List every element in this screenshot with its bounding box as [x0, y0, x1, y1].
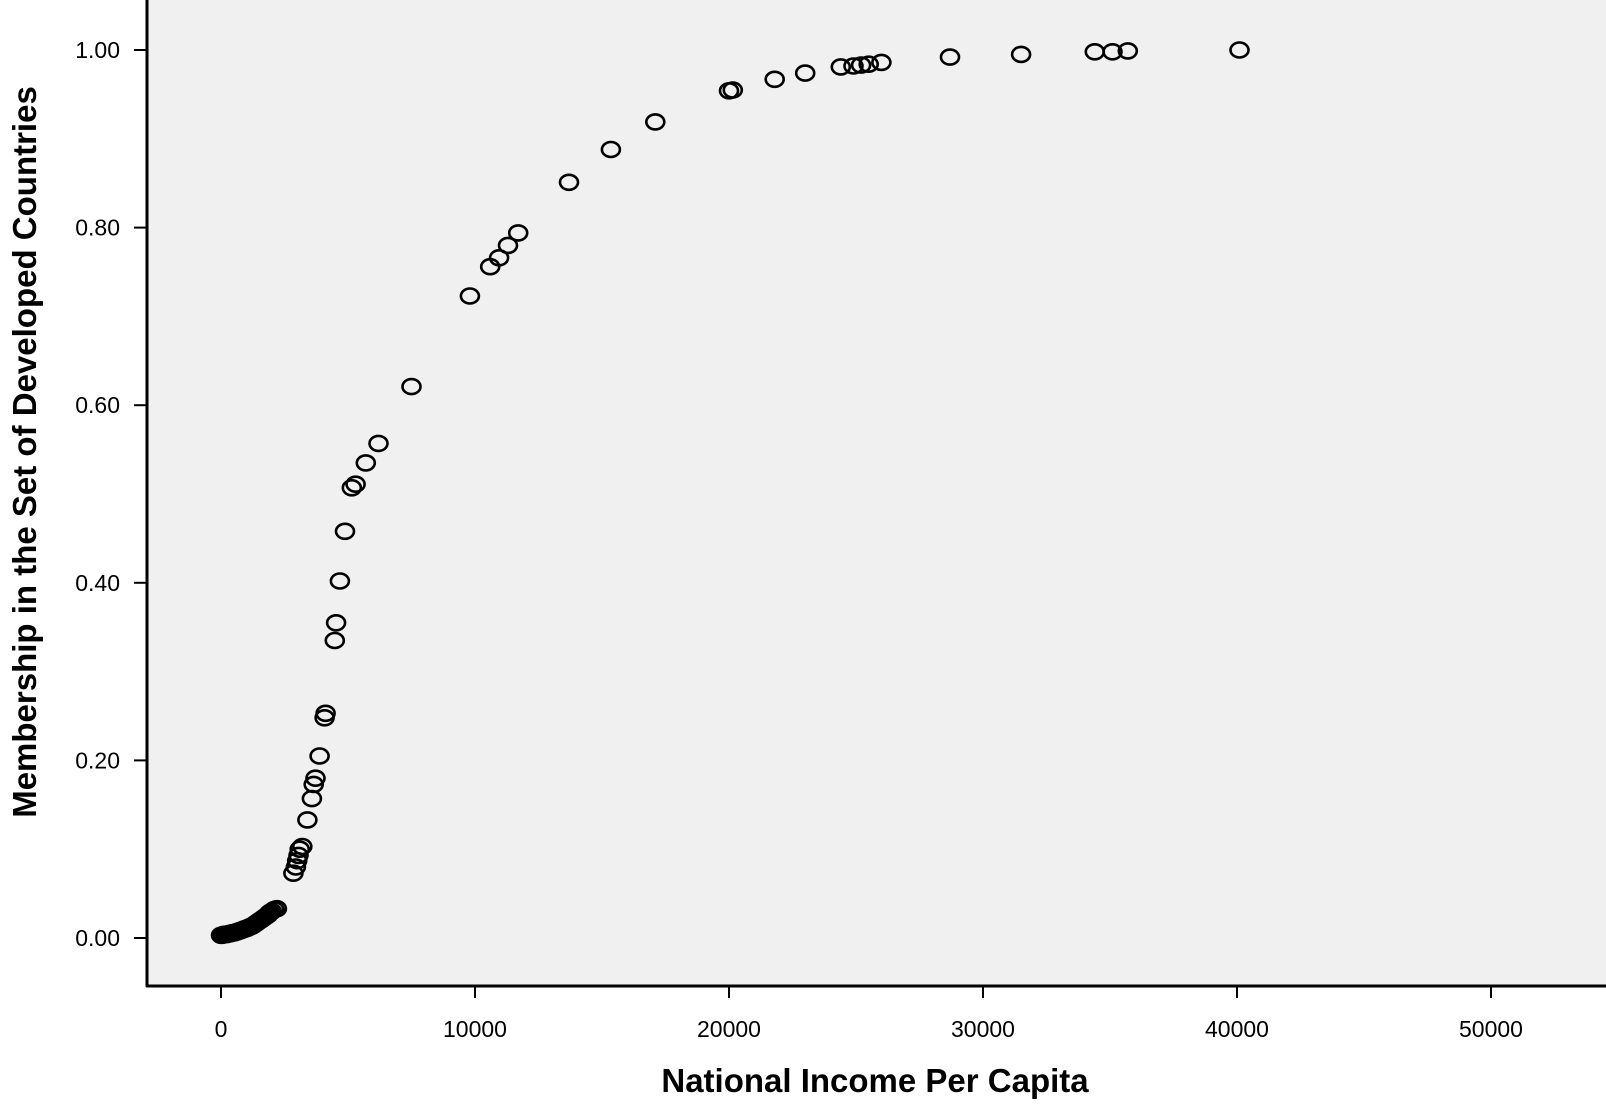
x-axis-title: National Income Per Capita	[661, 1062, 1089, 1099]
data-point	[497, 236, 519, 255]
y-tick-label: 1.00	[75, 37, 120, 63]
data-point	[289, 840, 311, 859]
data-point	[334, 522, 356, 541]
x-tick-label: 20000	[697, 1016, 761, 1042]
data-point	[764, 70, 786, 89]
data-point	[843, 57, 864, 75]
data-point	[939, 48, 961, 66]
data-point	[722, 81, 744, 99]
data-point	[345, 475, 366, 494]
data-point	[1229, 41, 1250, 59]
data-point	[285, 858, 307, 876]
y-axis-title: Membership in the Set of Developed Count…	[6, 86, 43, 818]
x-tick-label: 30000	[951, 1016, 1015, 1042]
data-point	[644, 113, 666, 131]
data-point	[794, 64, 816, 82]
data-point	[850, 56, 872, 74]
data-point	[401, 377, 422, 396]
x-axis-ticks: 0 10000 20000 30000 40000 50000	[215, 986, 1523, 1042]
data-point	[507, 224, 529, 242]
data-point	[341, 478, 363, 497]
data-point	[355, 454, 377, 472]
data-point	[459, 287, 481, 305]
data-points	[210, 41, 1250, 945]
data-point	[315, 704, 336, 723]
y-tick-label: 0.60	[75, 392, 120, 418]
data-point	[830, 58, 852, 76]
plot-area	[146, 0, 1606, 986]
data-point	[1102, 42, 1123, 61]
data-point	[558, 173, 580, 192]
data-point	[368, 434, 389, 453]
data-point	[858, 55, 880, 73]
y-axis-ticks: 0.00 0.20 0.40 0.60 0.80 1.00	[75, 37, 147, 951]
data-point	[488, 248, 510, 267]
data-point	[1117, 42, 1139, 60]
y-tick-label: 0.40	[75, 570, 120, 596]
data-point	[288, 846, 309, 865]
data-point	[266, 899, 288, 918]
x-tick-label: 50000	[1459, 1016, 1523, 1042]
x-tick-label: 40000	[1205, 1016, 1269, 1042]
data-point	[291, 837, 313, 856]
y-tick-label: 0.80	[75, 215, 120, 241]
data-point	[871, 53, 892, 72]
data-point	[600, 140, 622, 159]
data-point	[297, 811, 318, 829]
data-point	[325, 613, 347, 632]
data-point	[309, 747, 330, 765]
x-tick-label: 0	[215, 1016, 228, 1042]
data-point	[329, 572, 351, 590]
data-point	[324, 631, 346, 650]
y-tick-label: 0.20	[75, 747, 120, 773]
x-tick-label: 10000	[443, 1016, 507, 1042]
data-point	[1010, 45, 1032, 64]
y-tick-label: 0.00	[75, 925, 120, 951]
data-point	[305, 769, 326, 788]
